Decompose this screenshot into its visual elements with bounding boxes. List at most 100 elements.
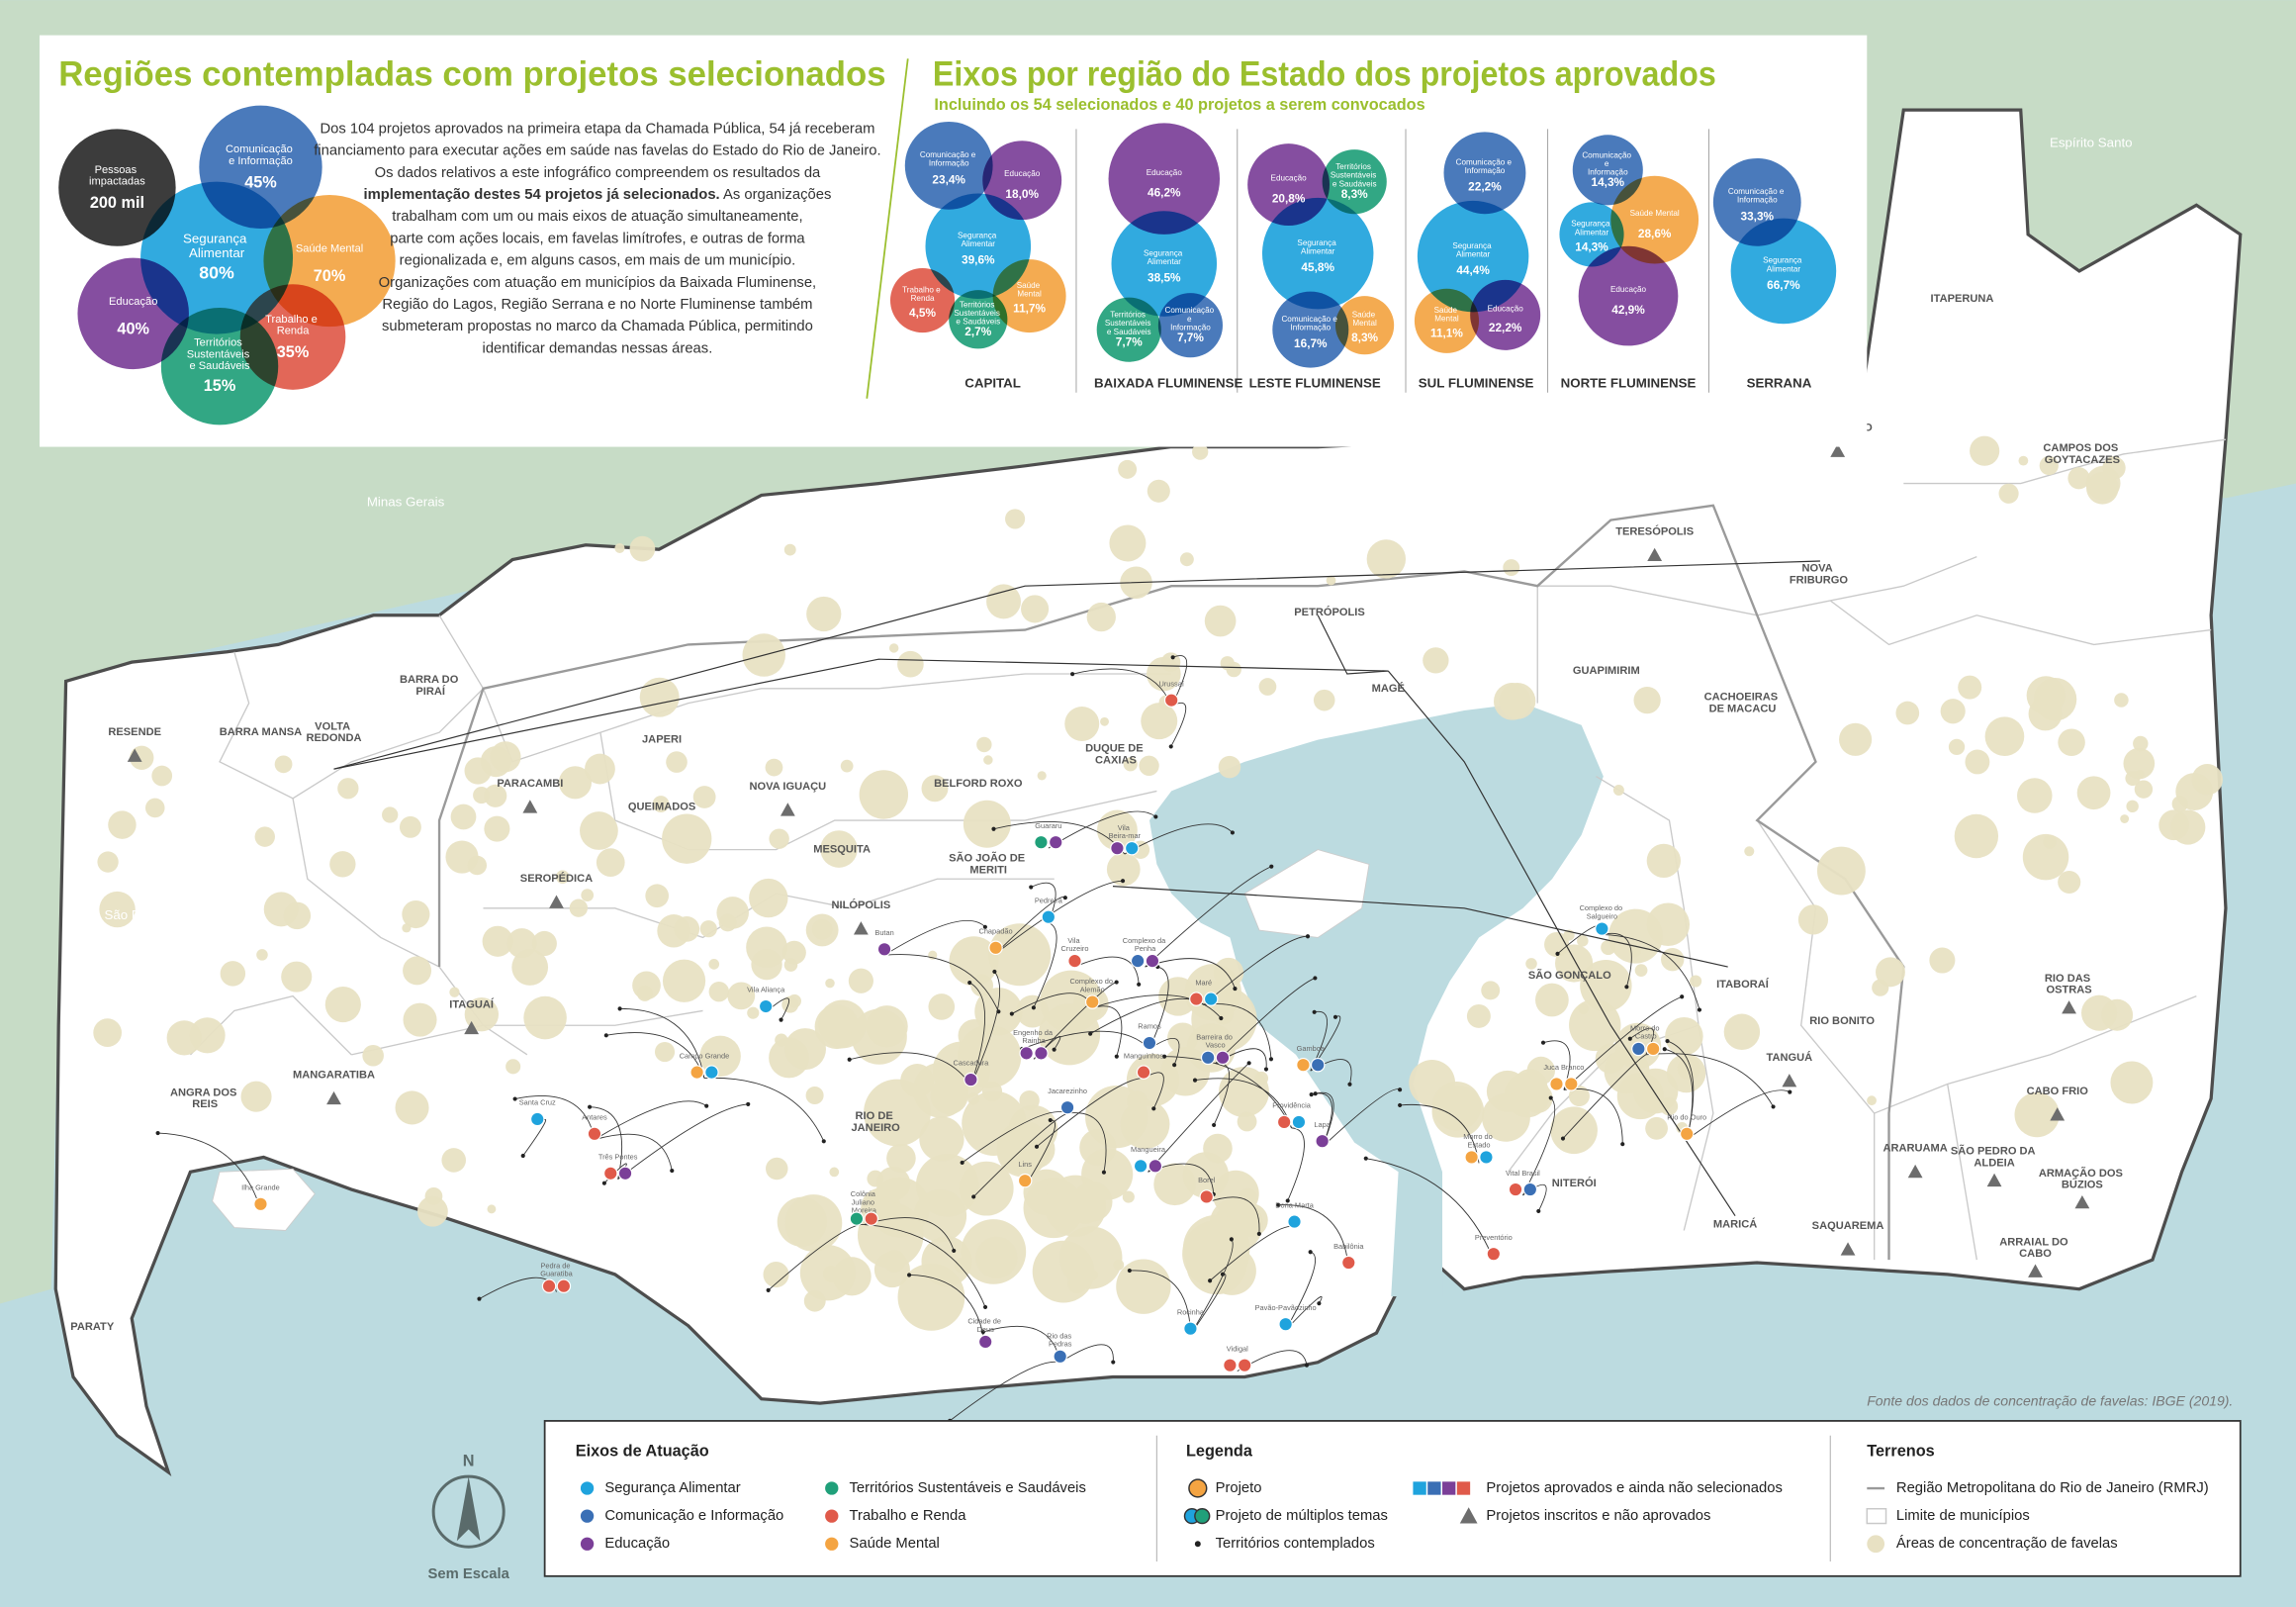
favela-area	[1661, 947, 1685, 972]
connection-line	[1190, 1239, 1234, 1335]
not-approved-marker	[1782, 1074, 1797, 1087]
favela-area	[1595, 1043, 1626, 1074]
project-icon	[253, 1196, 268, 1212]
favela-area	[555, 870, 570, 884]
connection-line	[1145, 958, 1236, 990]
region-bubble	[904, 121, 993, 210]
territory-dot	[1697, 1007, 1702, 1012]
connection-line	[594, 1100, 707, 1141]
favela-area	[144, 798, 165, 818]
bubble-value: 38,5%	[1148, 270, 1181, 284]
legend-item: Trabalho e Renda	[850, 1508, 967, 1524]
territory-dot	[971, 1194, 976, 1199]
territory-dot	[1662, 1047, 1667, 1052]
project-icon	[1053, 1349, 1067, 1365]
connection-line	[1667, 1040, 1695, 1140]
favela-area	[919, 1116, 964, 1162]
project-icon	[876, 942, 892, 957]
favela-area	[2067, 467, 2090, 490]
place-label: Butan	[874, 928, 893, 937]
place-label: Antares	[582, 1112, 607, 1121]
municipal-limit	[1947, 1084, 1977, 1261]
favela-area	[1179, 552, 1194, 567]
legend-swatch	[1442, 1481, 1456, 1495]
municipality-label: RIO BONITO	[1809, 1015, 1875, 1027]
favela-area	[851, 1008, 907, 1065]
bubble-value: 4,5%	[909, 306, 936, 320]
project-icon	[1189, 992, 1204, 1006]
favela-area	[1423, 647, 1449, 674]
favela-area	[1106, 852, 1141, 887]
connection-line	[1148, 1062, 1249, 1173]
favela-area	[511, 949, 549, 986]
territory-dot	[1627, 1036, 1632, 1041]
territory-dot	[1101, 1170, 1107, 1175]
favela-area	[1797, 904, 1829, 935]
favela-area	[988, 923, 1052, 987]
favela-area	[1876, 957, 1905, 988]
region-bubble	[1443, 132, 1526, 215]
connection-line	[1048, 810, 1156, 849]
favela-area	[1633, 687, 1661, 714]
connection-line	[157, 1132, 261, 1210]
project-icon	[1310, 1057, 1326, 1073]
bubble-value: 7,7%	[1177, 331, 1204, 344]
favela-area	[487, 1204, 497, 1214]
territory-dot	[588, 1104, 593, 1109]
not-approved-marker	[2062, 1000, 2076, 1014]
favela-area	[986, 584, 1022, 619]
place-label: Colônia Juliano Moreira	[851, 1189, 877, 1214]
place-label: Providência	[1272, 1101, 1312, 1110]
municipality-label: ITABORAÍ	[1716, 978, 1770, 991]
not-approved-marker	[1907, 1164, 1923, 1179]
connection-line	[1317, 614, 1389, 675]
paragraph-line: Organizações com atuação em municípios d…	[379, 275, 817, 291]
legend-swatch	[580, 1509, 595, 1523]
project-icon	[704, 1065, 719, 1080]
project-icon	[864, 1211, 878, 1226]
paragraph-segment: regionalizada e, em alguns casos, em mai…	[400, 252, 796, 268]
bubble-label: Segurança Alimentar	[1571, 220, 1612, 237]
project-icon	[1200, 1050, 1216, 1066]
connection-line	[949, 1361, 1060, 1422]
favela-area	[727, 982, 756, 1010]
theme-bubble	[58, 129, 176, 246]
project-icon	[1148, 1159, 1163, 1174]
municipality-label: GUAPIMIRIM	[1573, 665, 1640, 677]
territory-dot	[1114, 1054, 1119, 1059]
legend-item: Territórios Sustentáveis e Saudáveis	[850, 1480, 1086, 1496]
project-icon	[1019, 1046, 1034, 1061]
legend-item: Projeto	[1216, 1480, 1262, 1496]
project-icon	[964, 1072, 978, 1087]
favela-area	[254, 826, 275, 847]
legend-swatch	[1194, 1507, 1211, 1525]
bubble-value: 70%	[314, 267, 346, 285]
region-bubble	[949, 290, 1008, 349]
project-icon	[977, 1334, 993, 1350]
connection-line	[590, 1106, 623, 1180]
favela-area	[949, 936, 999, 987]
favela-area	[2191, 764, 2223, 796]
municipality-label: MESQUITA	[813, 844, 871, 856]
paragraph-segment: Dos 104 projetos aprovados na primeira e…	[320, 121, 874, 137]
territory-dot	[1347, 1082, 1352, 1087]
territory-dot	[952, 1248, 957, 1253]
region-bubble	[1470, 279, 1541, 350]
project-icon	[849, 1211, 865, 1226]
territory-dot	[1031, 1005, 1036, 1010]
territory-dot	[982, 1304, 988, 1309]
favela-area	[281, 961, 313, 993]
favela-area	[2076, 776, 2111, 810]
header-panel: Regiões contempladas com projetos seleci…	[39, 35, 1868, 447]
project-icon	[1199, 1189, 1214, 1204]
municipality-label: SEROPÉDICA	[520, 872, 593, 885]
project-icon	[1142, 1035, 1157, 1051]
bubble-value: 23,4%	[932, 172, 965, 186]
favela-area	[1612, 785, 1624, 797]
municipality-label: NITERÓI	[1552, 1177, 1597, 1189]
favela-area	[362, 1044, 384, 1067]
region-name: LESTE FLUMINENSE	[1249, 375, 1381, 390]
favela-area	[395, 1090, 429, 1125]
territory-dot	[821, 1139, 826, 1144]
favela-area	[654, 1041, 676, 1063]
